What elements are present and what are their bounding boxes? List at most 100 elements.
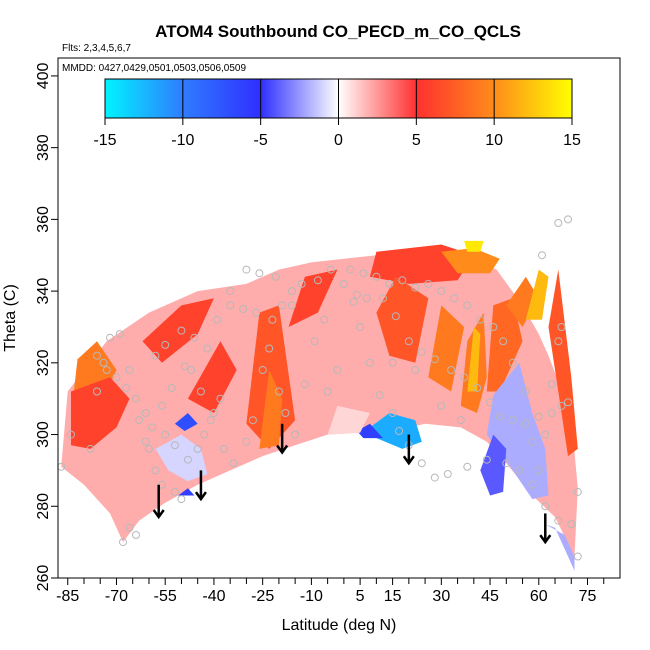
sample-point <box>547 409 556 417</box>
field-region-18 <box>548 269 578 457</box>
sample-point <box>372 272 381 281</box>
sample-point <box>226 301 235 310</box>
sample-point <box>313 276 322 285</box>
sample-point <box>161 340 170 349</box>
x-tick-label: -40 <box>202 588 225 605</box>
sample-point <box>443 470 452 478</box>
sample-point <box>398 276 407 285</box>
sample-point <box>534 412 543 421</box>
field-region-16 <box>506 276 539 327</box>
sample-point <box>274 387 283 396</box>
field-region-20 <box>480 434 507 496</box>
sample-point <box>320 315 329 324</box>
sample-point <box>170 441 179 450</box>
colorbar-tick-label: -15 <box>93 132 116 149</box>
sample-point <box>229 459 238 468</box>
sample-point <box>170 487 179 496</box>
sample-point <box>554 337 563 346</box>
sample-point <box>278 301 287 310</box>
sample-point <box>141 409 150 417</box>
dates-note: MMDD: 0427,0429,0501,0503,0506,0509 <box>62 63 246 74</box>
y-tick-label: 320 <box>35 349 52 376</box>
y-tick-label: 340 <box>35 278 52 305</box>
x-tick-label: -55 <box>154 588 177 605</box>
sample-point <box>528 480 537 489</box>
sample-point <box>573 552 582 561</box>
sample-point <box>135 416 144 425</box>
field-region-21 <box>545 524 575 571</box>
sample-point <box>67 430 75 439</box>
field-region-27 <box>327 405 370 435</box>
sample-point <box>326 265 335 274</box>
sample-point <box>502 459 511 468</box>
sample-point <box>255 269 264 278</box>
field-region-14 <box>467 327 481 392</box>
sample-point <box>534 466 543 475</box>
sample-point <box>271 272 280 281</box>
sample-point <box>106 333 114 342</box>
x-axis: -85 -70 -55 -40 -25 -10 5 15 30 45 60 75 <box>56 578 605 605</box>
sample-point <box>151 466 160 475</box>
sample-point <box>287 301 296 310</box>
sample-point <box>375 391 384 400</box>
field-region-7 <box>288 269 338 327</box>
sample-point <box>404 337 413 346</box>
sample-point <box>495 412 504 421</box>
sample-point <box>554 219 563 227</box>
y-tick-label: 280 <box>35 493 52 520</box>
sample-point <box>528 437 537 446</box>
sample-point <box>177 495 186 504</box>
sample-point <box>226 287 235 296</box>
sample-point <box>417 459 426 468</box>
colorbar-tick-label: 10 <box>485 132 503 149</box>
sample-point <box>437 401 446 410</box>
arrow-1 <box>152 484 165 520</box>
sample-point <box>424 279 433 288</box>
sample-point <box>86 444 95 453</box>
sample-point <box>190 333 199 342</box>
sample-point <box>450 294 459 303</box>
sample-point <box>417 348 426 357</box>
sample-point <box>557 401 566 410</box>
field-region-17 <box>525 269 549 320</box>
sample-point <box>145 444 153 453</box>
sample-point <box>521 387 530 396</box>
sample-point <box>411 283 420 292</box>
sample-point <box>209 409 218 417</box>
field-region-25 <box>178 488 195 496</box>
sample-point <box>213 315 222 324</box>
sample-point <box>287 287 296 296</box>
sample-point <box>486 398 495 407</box>
field-region-26 <box>155 434 208 482</box>
sample-point <box>395 427 404 435</box>
y-tick-label: 300 <box>35 421 52 448</box>
sample-point <box>216 394 225 403</box>
sample-point <box>362 294 371 303</box>
sample-point <box>252 308 261 317</box>
y-tick-label: 260 <box>35 565 52 592</box>
sample-point <box>151 351 160 360</box>
sample-point <box>547 380 556 389</box>
sample-point <box>411 366 420 374</box>
sample-point <box>219 444 228 453</box>
sample-point <box>430 473 439 482</box>
sample-point <box>99 358 108 367</box>
sample-point <box>206 416 215 425</box>
y-tick-label: 400 <box>35 62 52 89</box>
sample-point <box>460 373 469 382</box>
sample-point <box>239 305 248 313</box>
sample-point <box>339 279 348 288</box>
field-region-23 <box>356 423 383 439</box>
sample-point <box>476 315 485 324</box>
sample-point <box>482 455 491 464</box>
sample-point <box>447 366 456 374</box>
x-tick-label: -10 <box>300 588 323 605</box>
sample-point <box>242 437 251 446</box>
sample-point <box>489 323 498 331</box>
field-region-6 <box>259 370 283 449</box>
sample-point <box>125 366 134 374</box>
sample-point <box>125 523 134 532</box>
sample-point <box>515 466 524 475</box>
sample-point <box>567 520 576 529</box>
